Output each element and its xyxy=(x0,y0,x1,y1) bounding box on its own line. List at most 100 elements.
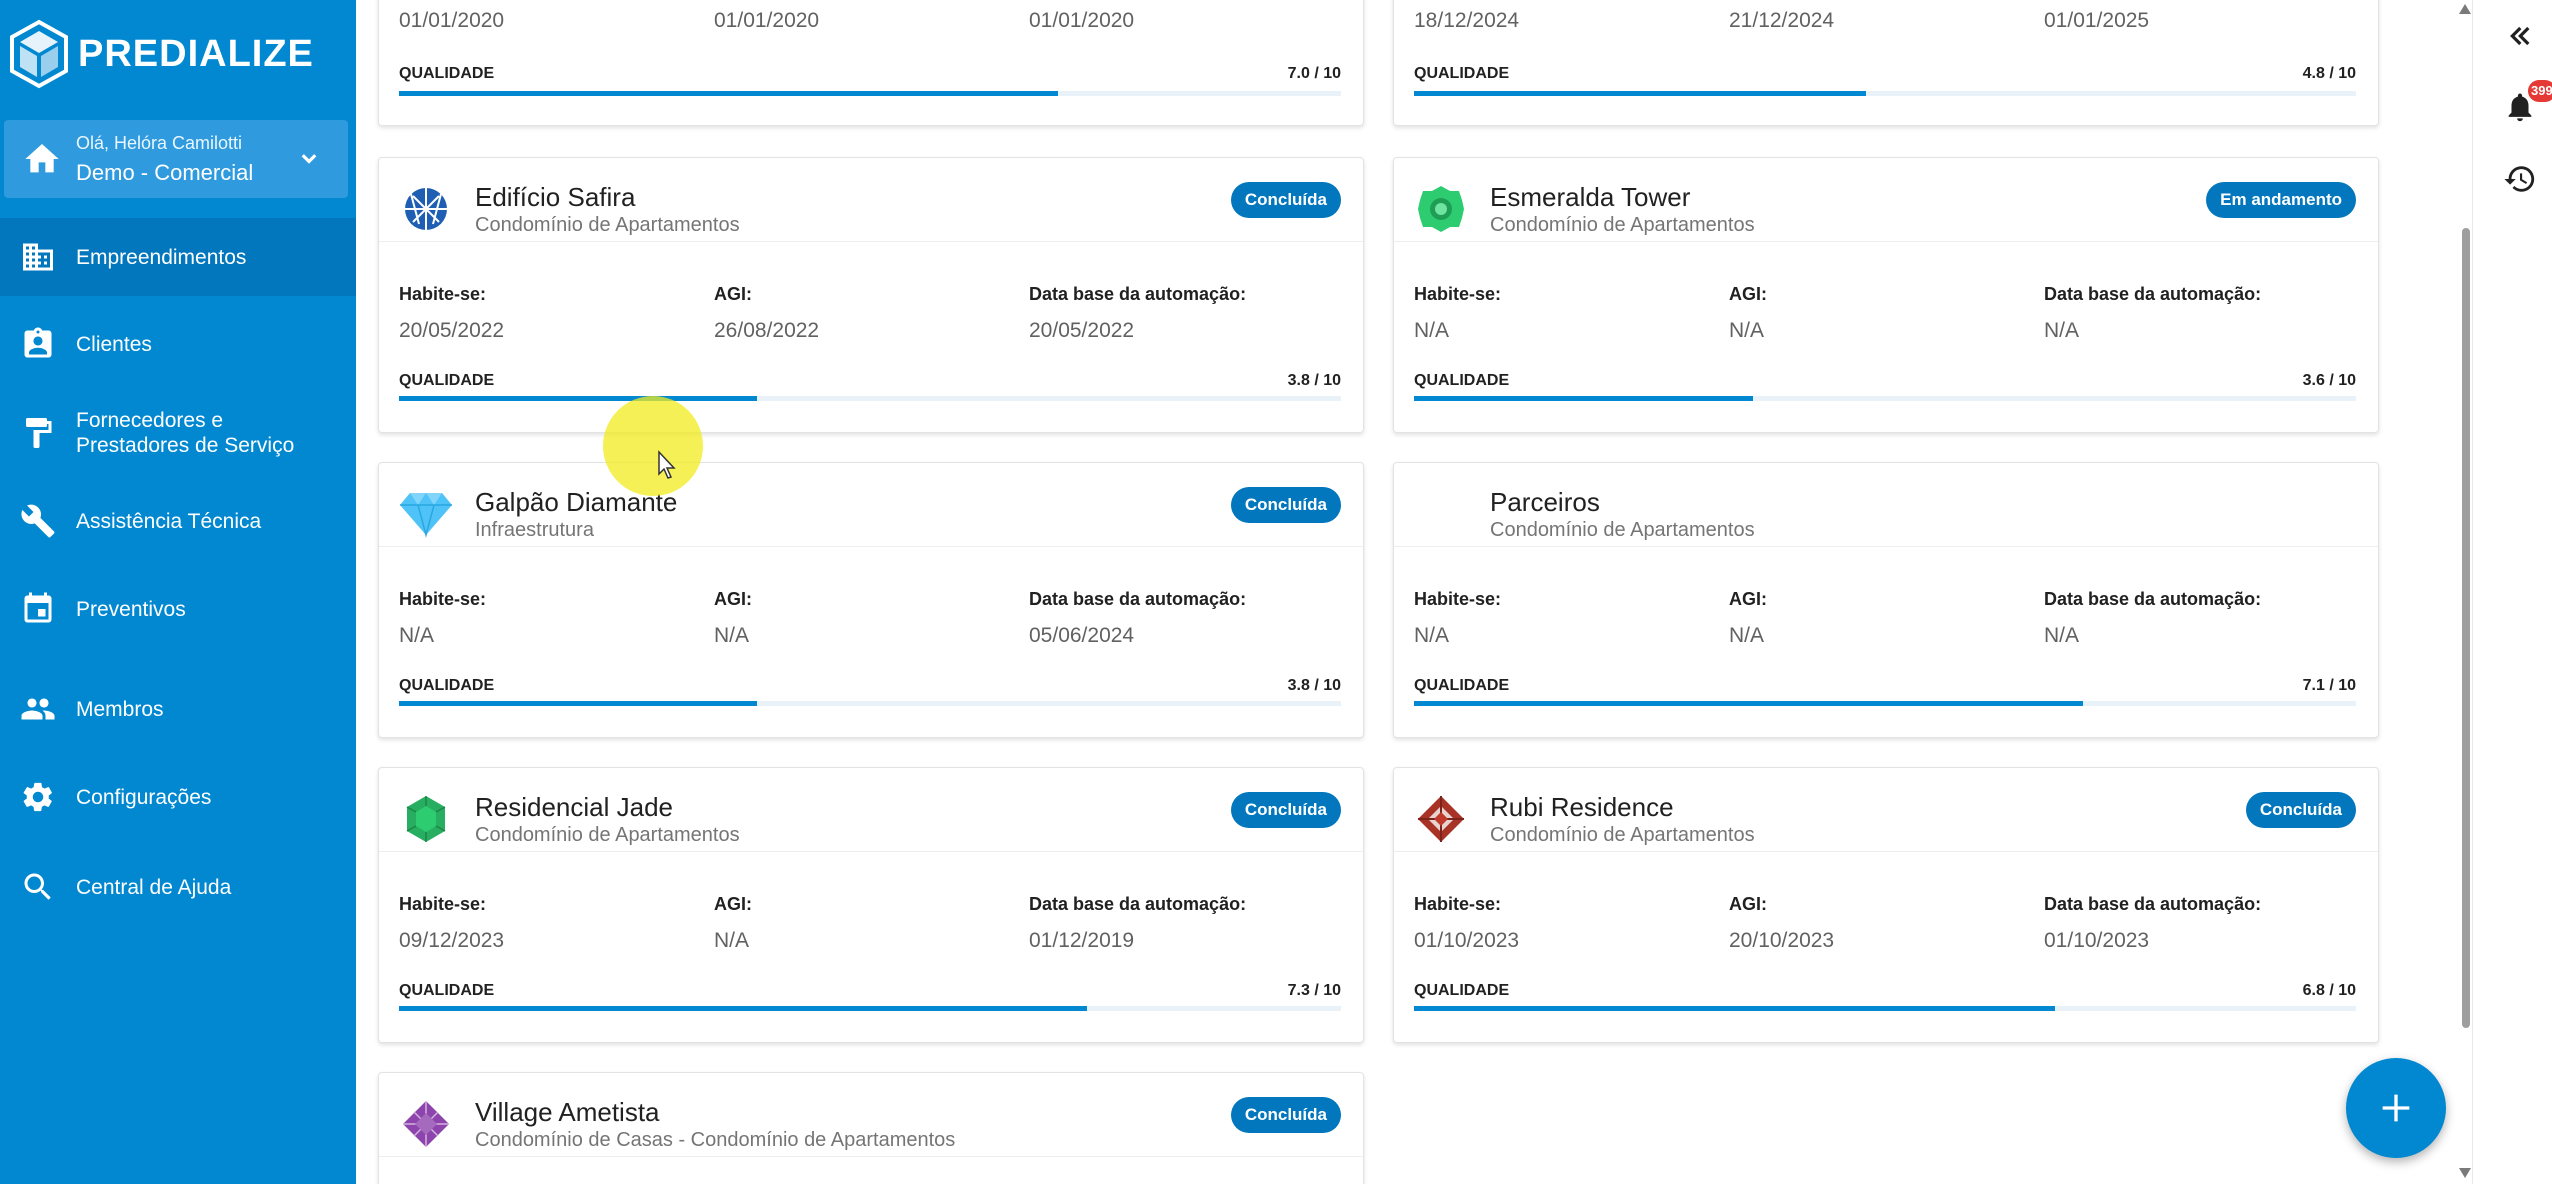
project-card[interactable]: Parceiros Condomínio de Apartamentos Hab… xyxy=(1393,462,2379,738)
project-card[interactable]: Rubi Residence Condomínio de Apartamento… xyxy=(1393,767,2379,1043)
quality-score: 6.8 / 10 xyxy=(2302,982,2356,999)
status-badge: Em andamento xyxy=(2206,182,2356,218)
field-label: Data base da automação: xyxy=(2044,894,2262,914)
field-value: 20/10/2023 xyxy=(1729,929,1835,952)
card-header: Edifício Safira Condomínio de Apartament… xyxy=(379,158,1363,242)
nav-item-assistencia-tecnica[interactable]: Assistência Técnica xyxy=(0,482,356,560)
quality-bar xyxy=(1414,701,2356,706)
nav-label-line2: Prestadores de Serviço xyxy=(76,434,295,457)
add-project-fab[interactable] xyxy=(2346,1058,2446,1158)
nav-label: Assistência Técnica xyxy=(76,509,262,533)
quality-bar xyxy=(399,91,1341,96)
card-subtitle: Condomínio de Apartamentos xyxy=(1490,214,1755,236)
quality-bar-fill xyxy=(1414,701,2083,706)
database-value: 01/01/2020 xyxy=(1029,9,1135,32)
quality-bar xyxy=(399,1006,1341,1011)
card-title: Esmeralda Tower xyxy=(1490,182,1691,212)
card-header: Parceiros Condomínio de Apartamentos xyxy=(1394,463,2378,547)
right-rail xyxy=(2472,0,2552,1184)
status-badge: Concluída xyxy=(1230,182,1341,218)
field-value: 01/10/2023 xyxy=(1414,929,1520,952)
field-value: N/A xyxy=(2044,319,2080,342)
scrollbar-thumb[interactable] xyxy=(2462,228,2470,1028)
habite-field: Habite-se: N/A xyxy=(399,589,486,648)
user-org: Demo - Comercial xyxy=(76,159,254,185)
history-icon[interactable] xyxy=(2503,162,2537,196)
scroll-up-arrow[interactable] xyxy=(2459,4,2471,14)
database-field: Data base da automação: 01/12/2019 xyxy=(1029,894,1246,953)
agi-value: 21/12/2024 xyxy=(1729,9,1835,32)
habite-field: Habite-se: 09/12/2023 xyxy=(399,894,504,953)
mouse-cursor-icon xyxy=(658,450,676,479)
quality-score: 4.8 / 10 xyxy=(2302,65,2356,82)
user-greeting: Olá, Helóra Camilotti xyxy=(76,132,243,153)
project-card-partial[interactable]: 01/01/2020 01/01/2020 01/01/2020 QUALIDA… xyxy=(378,0,1364,126)
quality-label: QUALIDADE xyxy=(399,982,495,999)
database-field: Data base da automação: N/A xyxy=(2044,284,2261,343)
quality-label: QUALIDADE xyxy=(1414,65,1510,82)
habite-value: 18/12/2024 xyxy=(1414,9,1520,32)
field-value: 09/12/2023 xyxy=(399,929,505,952)
quality-score: 3.8 / 10 xyxy=(1287,372,1341,389)
search-icon xyxy=(24,873,51,900)
field-label: AGI: xyxy=(714,284,752,304)
card-subtitle: Condomínio de Casas - Condomínio de Apar… xyxy=(475,1129,956,1151)
nav-item-central-de-ajuda[interactable]: Central de Ajuda xyxy=(0,848,356,926)
contact-card-icon xyxy=(24,327,52,358)
database-field: Data base da automação: 20/05/2022 xyxy=(1029,284,1246,343)
sidebar: PREDIALIZE Olá, Helóra Camilotti Demo - … xyxy=(0,0,356,1184)
field-label: Habite-se: xyxy=(399,589,487,609)
quality-bar xyxy=(1414,1006,2356,1011)
field-value: N/A xyxy=(714,624,750,647)
collapse-double-chevron-icon[interactable] xyxy=(2503,20,2535,52)
diamond-icon xyxy=(400,493,452,538)
nav-item-fornecedores[interactable]: Fornecedores e Prestadores de Serviço xyxy=(0,394,356,472)
project-card[interactable]: Esmeralda Tower Condomínio de Apartament… xyxy=(1393,157,2379,433)
nav-label-block: Fornecedores e Prestadores de Serviço xyxy=(76,408,294,458)
quality-label: QUALIDADE xyxy=(399,677,495,694)
nav-item-configuracoes[interactable]: Configurações xyxy=(0,758,356,836)
chevron-down-icon[interactable] xyxy=(294,144,324,174)
nav-label: Membros xyxy=(76,697,164,721)
project-card[interactable]: Galpão Diamante Infraestrutura Concluída… xyxy=(378,462,1364,738)
field-value: 01/10/2023 xyxy=(2044,929,2150,952)
amethyst-gem-icon xyxy=(403,1101,449,1147)
project-card[interactable]: Village Ametista Condomínio de Casas - C… xyxy=(378,1072,1364,1184)
database-field: Data base da automação: 01/10/2023 xyxy=(2044,894,2261,953)
logo[interactable]: PREDIALIZE xyxy=(8,14,314,94)
agi-field: AGI: N/A xyxy=(714,894,752,953)
field-label: AGI: xyxy=(1729,589,1767,609)
card-subtitle: Condomínio de Apartamentos xyxy=(475,214,740,236)
nav-item-membros[interactable]: Membros xyxy=(0,670,356,748)
quality-label: QUALIDADE xyxy=(1414,982,1510,999)
jade-gem-icon xyxy=(406,796,446,842)
quality-bar-fill xyxy=(1414,396,1754,401)
field-value: N/A xyxy=(2044,624,2080,647)
project-card-partial[interactable]: 18/12/2024 21/12/2024 01/01/2025 QUALIDA… xyxy=(1393,0,2379,126)
agi-field: AGI: N/A xyxy=(1729,284,1767,343)
card-header: Rubi Residence Condomínio de Apartamento… xyxy=(1394,768,2378,852)
agi-field: AGI: 20/10/2023 xyxy=(1729,894,1834,953)
field-label: Habite-se: xyxy=(1414,589,1502,609)
bell-icon[interactable] xyxy=(2503,90,2537,124)
status-badge: Concluída xyxy=(1230,1097,1341,1133)
project-card[interactable]: Residencial Jade Condomínio de Apartamen… xyxy=(378,767,1364,1043)
field-value: N/A xyxy=(1729,624,1765,647)
agi-field: AGI: N/A xyxy=(1729,589,1767,648)
quality-label: QUALIDADE xyxy=(399,65,495,82)
field-label: Habite-se: xyxy=(399,894,487,914)
home-icon xyxy=(25,144,59,173)
nav-item-clientes[interactable]: Clientes xyxy=(0,305,356,383)
calendar-icon xyxy=(24,592,52,623)
quality-score: 7.3 / 10 xyxy=(1287,982,1341,999)
project-card[interactable]: Edifício Safira Condomínio de Apartament… xyxy=(378,157,1364,433)
sapphire-gem-icon xyxy=(405,188,447,230)
user-org-selector[interactable]: Olá, Helóra Camilotti Demo - Comercial xyxy=(4,120,348,198)
nav-item-empreendimentos[interactable]: Empreendimentos xyxy=(0,218,356,296)
scroll-down-arrow[interactable] xyxy=(2459,1168,2471,1178)
status-badge: Concluída xyxy=(1230,487,1341,523)
card-subtitle: Infraestrutura xyxy=(475,519,594,541)
people-icon xyxy=(21,698,55,720)
nav-item-preventivos[interactable]: Preventivos xyxy=(0,570,356,648)
quality-score: 3.8 / 10 xyxy=(1287,677,1341,694)
